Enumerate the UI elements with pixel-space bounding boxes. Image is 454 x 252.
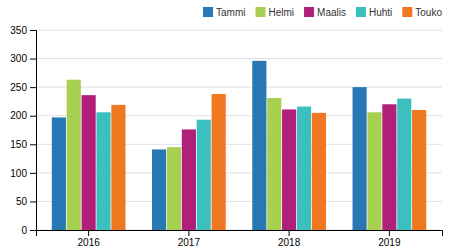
plot: 0 50 100 150 200 250 300 350 2016 2017 2018 2019 — [10, 25, 442, 248]
chart: 0 50 100 150 200 250 300 350 2016 2017 2018 2019 Tam… — [0, 0, 454, 252]
legend-item: Tammi — [203, 7, 245, 18]
y-tick: 0 — [21, 225, 36, 236]
legend: Tammi Helmi Maalis Huhti Touko — [203, 7, 442, 18]
x-tick-label: 2019 — [378, 237, 401, 248]
bar — [252, 61, 266, 230]
y-tick-mark — [30, 173, 36, 174]
x-tick-label: 2017 — [178, 237, 201, 248]
y-tick-label: 200 — [10, 110, 27, 121]
bar-series — [52, 61, 367, 230]
bar-series — [67, 80, 382, 230]
legend-swatch — [402, 7, 412, 17]
x-tick-mark — [289, 230, 290, 236]
bar — [367, 112, 381, 230]
x-tick: 2018 — [278, 230, 301, 248]
x-tick: 2019 — [378, 230, 401, 248]
bar — [67, 80, 81, 230]
grid-line — [36, 87, 442, 88]
x-tick: 2016 — [78, 230, 101, 248]
y-tick: 150 — [10, 139, 36, 150]
bar — [167, 147, 181, 230]
bars — [52, 61, 426, 230]
legend-item: Helmi — [255, 7, 294, 18]
y-tick-mark — [30, 144, 36, 145]
legend-item: Touko — [402, 7, 442, 18]
bar — [267, 98, 281, 230]
bar — [412, 110, 426, 230]
y-axis-line — [30, 31, 37, 231]
grid-line — [36, 30, 442, 31]
x-tick: 2017 — [178, 230, 201, 248]
legend-swatch — [356, 7, 366, 17]
legend-swatch — [255, 7, 265, 17]
x-tick-label: 2016 — [78, 237, 101, 248]
y-tick-label: 250 — [10, 82, 27, 93]
bar — [312, 113, 326, 230]
legend-label: Helmi — [268, 7, 294, 18]
y-tick-label: 150 — [10, 139, 27, 150]
y-tick: 50 — [16, 196, 36, 207]
bar — [82, 95, 96, 230]
y-tick-label: 0 — [21, 225, 27, 236]
bar — [111, 105, 125, 230]
bar — [152, 149, 166, 230]
legend-label: Touko — [415, 7, 442, 18]
y-tick: 200 — [10, 110, 36, 121]
x-tick-mark — [389, 230, 390, 236]
legend-label: Maalis — [317, 7, 346, 18]
y-tick-label: 50 — [16, 196, 28, 207]
legend-item: Maalis — [304, 7, 346, 18]
bar — [353, 87, 367, 230]
grid-line — [36, 58, 442, 59]
x-axis: 2016 2017 2018 2019 — [37, 230, 443, 248]
bar-series — [82, 95, 397, 230]
y-tick: 300 — [10, 53, 36, 64]
legend-item: Huhti — [356, 7, 392, 18]
y-tick-mark — [30, 30, 36, 31]
bar — [212, 94, 226, 230]
bar — [52, 117, 66, 230]
y-axis: 0 50 100 150 200 250 300 350 — [10, 25, 36, 236]
legend-swatch — [203, 7, 213, 17]
bar — [282, 109, 296, 230]
y-tick-label: 350 — [10, 25, 27, 36]
bar-series — [96, 99, 411, 230]
x-tick-mark — [188, 230, 189, 236]
y-tick-mark — [30, 116, 36, 117]
y-tick-label: 100 — [10, 168, 27, 179]
bar-series — [111, 94, 426, 230]
x-axis-line — [37, 231, 443, 237]
legend-label: Tammi — [216, 7, 245, 18]
x-tick-label: 2018 — [278, 237, 301, 248]
x-tick-mark — [88, 230, 89, 236]
bar — [297, 107, 311, 230]
bar — [197, 120, 211, 230]
bar — [96, 112, 110, 230]
y-tick: 100 — [10, 168, 36, 179]
bar — [182, 129, 196, 230]
legend-swatch — [304, 7, 314, 17]
y-tick-label: 300 — [10, 53, 27, 64]
y-tick-mark — [30, 201, 36, 202]
grid — [36, 30, 442, 230]
legend-label: Huhti — [369, 7, 392, 18]
y-tick-mark — [30, 59, 36, 60]
y-tick-mark — [30, 230, 36, 231]
y-tick-mark — [30, 87, 36, 88]
bar — [382, 104, 396, 230]
bar — [397, 99, 411, 230]
y-tick: 250 — [10, 82, 36, 93]
y-tick: 350 — [10, 25, 36, 36]
